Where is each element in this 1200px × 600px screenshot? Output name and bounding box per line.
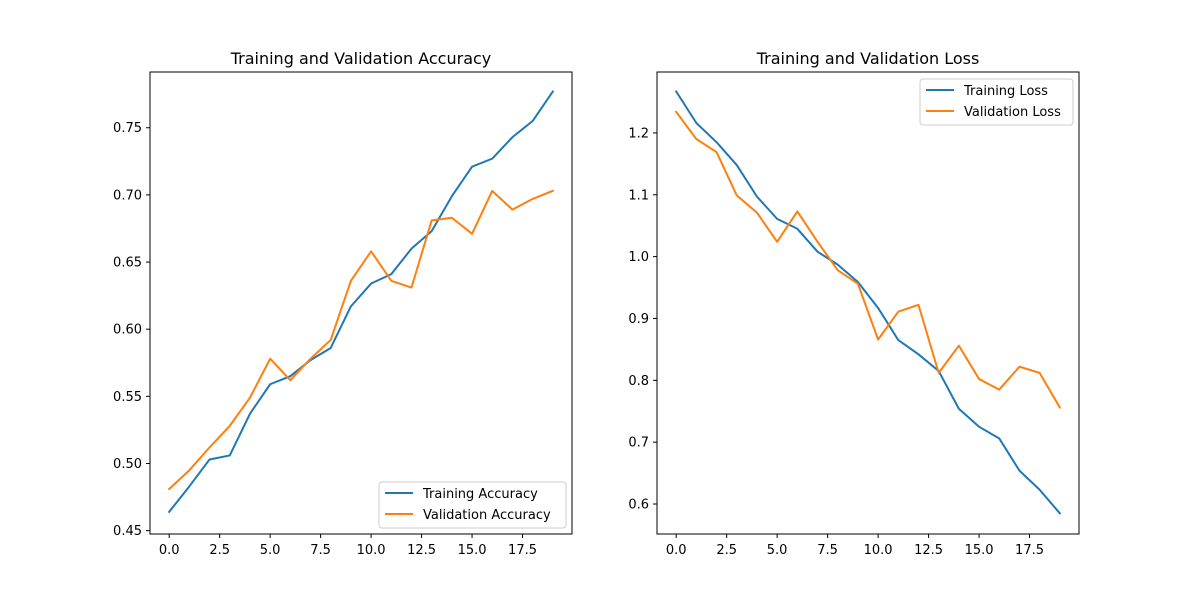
loss-legend: Training Loss Validation Loss — [919, 78, 1074, 126]
accuracy-x-tick-label: 0.0 — [159, 543, 180, 558]
accuracy-x-tick-label: 2.5 — [209, 543, 230, 558]
accuracy-y-tick-label: 0.70 — [113, 188, 142, 203]
accuracy-x-tick-label: 12.5 — [407, 543, 436, 558]
series-line-training-loss — [674, 90, 1062, 515]
loss-y-tick-label: 0.7 — [628, 436, 649, 451]
accuracy-x-tick-label: 10.0 — [357, 543, 386, 558]
loss-axes-frame — [656, 71, 1080, 535]
series-line-validation-loss — [674, 110, 1062, 409]
loss-chart: Training and Validation Loss 0.0 2.5 5.0 7.… — [628, 49, 1080, 558]
loss-y-tick-label: 1.2 — [628, 126, 649, 141]
legend-label-training-loss: Training Loss — [963, 84, 1048, 99]
accuracy-x-tick-label: 15.0 — [458, 543, 487, 558]
loss-y-tick-label: 0.9 — [628, 312, 649, 327]
loss-x-tick-label: 7.5 — [817, 543, 838, 558]
loss-y-tick-label: 0.8 — [628, 374, 649, 389]
loss-y-tick-label: 1.0 — [628, 250, 649, 265]
loss-x-tick-label: 12.5 — [914, 543, 943, 558]
loss-x-tick-label: 15.0 — [965, 543, 994, 558]
accuracy-legend-box — [378, 481, 567, 529]
accuracy-x-tick-label: 17.5 — [508, 543, 537, 558]
series-line-training-accuracy — [167, 90, 555, 514]
loss-chart-title: Training and Validation Loss — [756, 49, 980, 68]
loss-series-layer — [674, 90, 1062, 515]
loss-x-tick-label: 2.5 — [716, 543, 737, 558]
loss-legend-box — [919, 78, 1074, 126]
loss-y-axis: 0.6 0.7 0.8 0.9 1.0 1.1 1.2 — [628, 126, 657, 513]
accuracy-chart-title: Training and Validation Accuracy — [230, 49, 492, 68]
accuracy-x-axis: 0.0 2.5 5.0 7.5 10.0 12.5 15.0 17.5 — [159, 534, 537, 558]
loss-x-tick-label: 0.0 — [666, 543, 687, 558]
accuracy-y-tick-label: 0.50 — [113, 457, 142, 472]
accuracy-y-tick-label: 0.45 — [113, 524, 142, 539]
accuracy-y-axis: 0.45 0.50 0.55 0.60 0.65 0.70 0.75 — [113, 121, 150, 539]
loss-x-tick-label: 17.5 — [1015, 543, 1044, 558]
legend-label-training-accuracy: Training Accuracy — [422, 487, 538, 502]
series-line-validation-accuracy — [167, 189, 555, 491]
accuracy-series-layer — [167, 90, 555, 514]
accuracy-legend: Training Accuracy Validation Accuracy — [378, 481, 567, 529]
loss-x-tick-label: 10.0 — [864, 543, 893, 558]
loss-x-axis: 0.0 2.5 5.0 7.5 10.0 12.5 15.0 17.5 — [666, 534, 1044, 558]
accuracy-chart: Training and Validation Accuracy 0.0 2.5 5… — [113, 49, 573, 558]
accuracy-x-tick-label: 7.5 — [310, 543, 331, 558]
loss-x-tick-label: 5.0 — [767, 543, 788, 558]
loss-y-tick-label: 1.1 — [628, 188, 649, 203]
loss-y-tick-label: 0.6 — [628, 498, 649, 513]
accuracy-x-tick-label: 5.0 — [260, 543, 281, 558]
accuracy-y-tick-label: 0.55 — [113, 390, 142, 405]
legend-label-validation-loss: Validation Loss — [964, 105, 1061, 120]
legend-label-validation-accuracy: Validation Accuracy — [423, 508, 551, 523]
accuracy-y-tick-label: 0.60 — [113, 323, 142, 338]
accuracy-y-tick-label: 0.65 — [113, 256, 142, 271]
accuracy-y-tick-label: 0.75 — [113, 121, 142, 136]
accuracy-axes-frame — [149, 71, 573, 535]
